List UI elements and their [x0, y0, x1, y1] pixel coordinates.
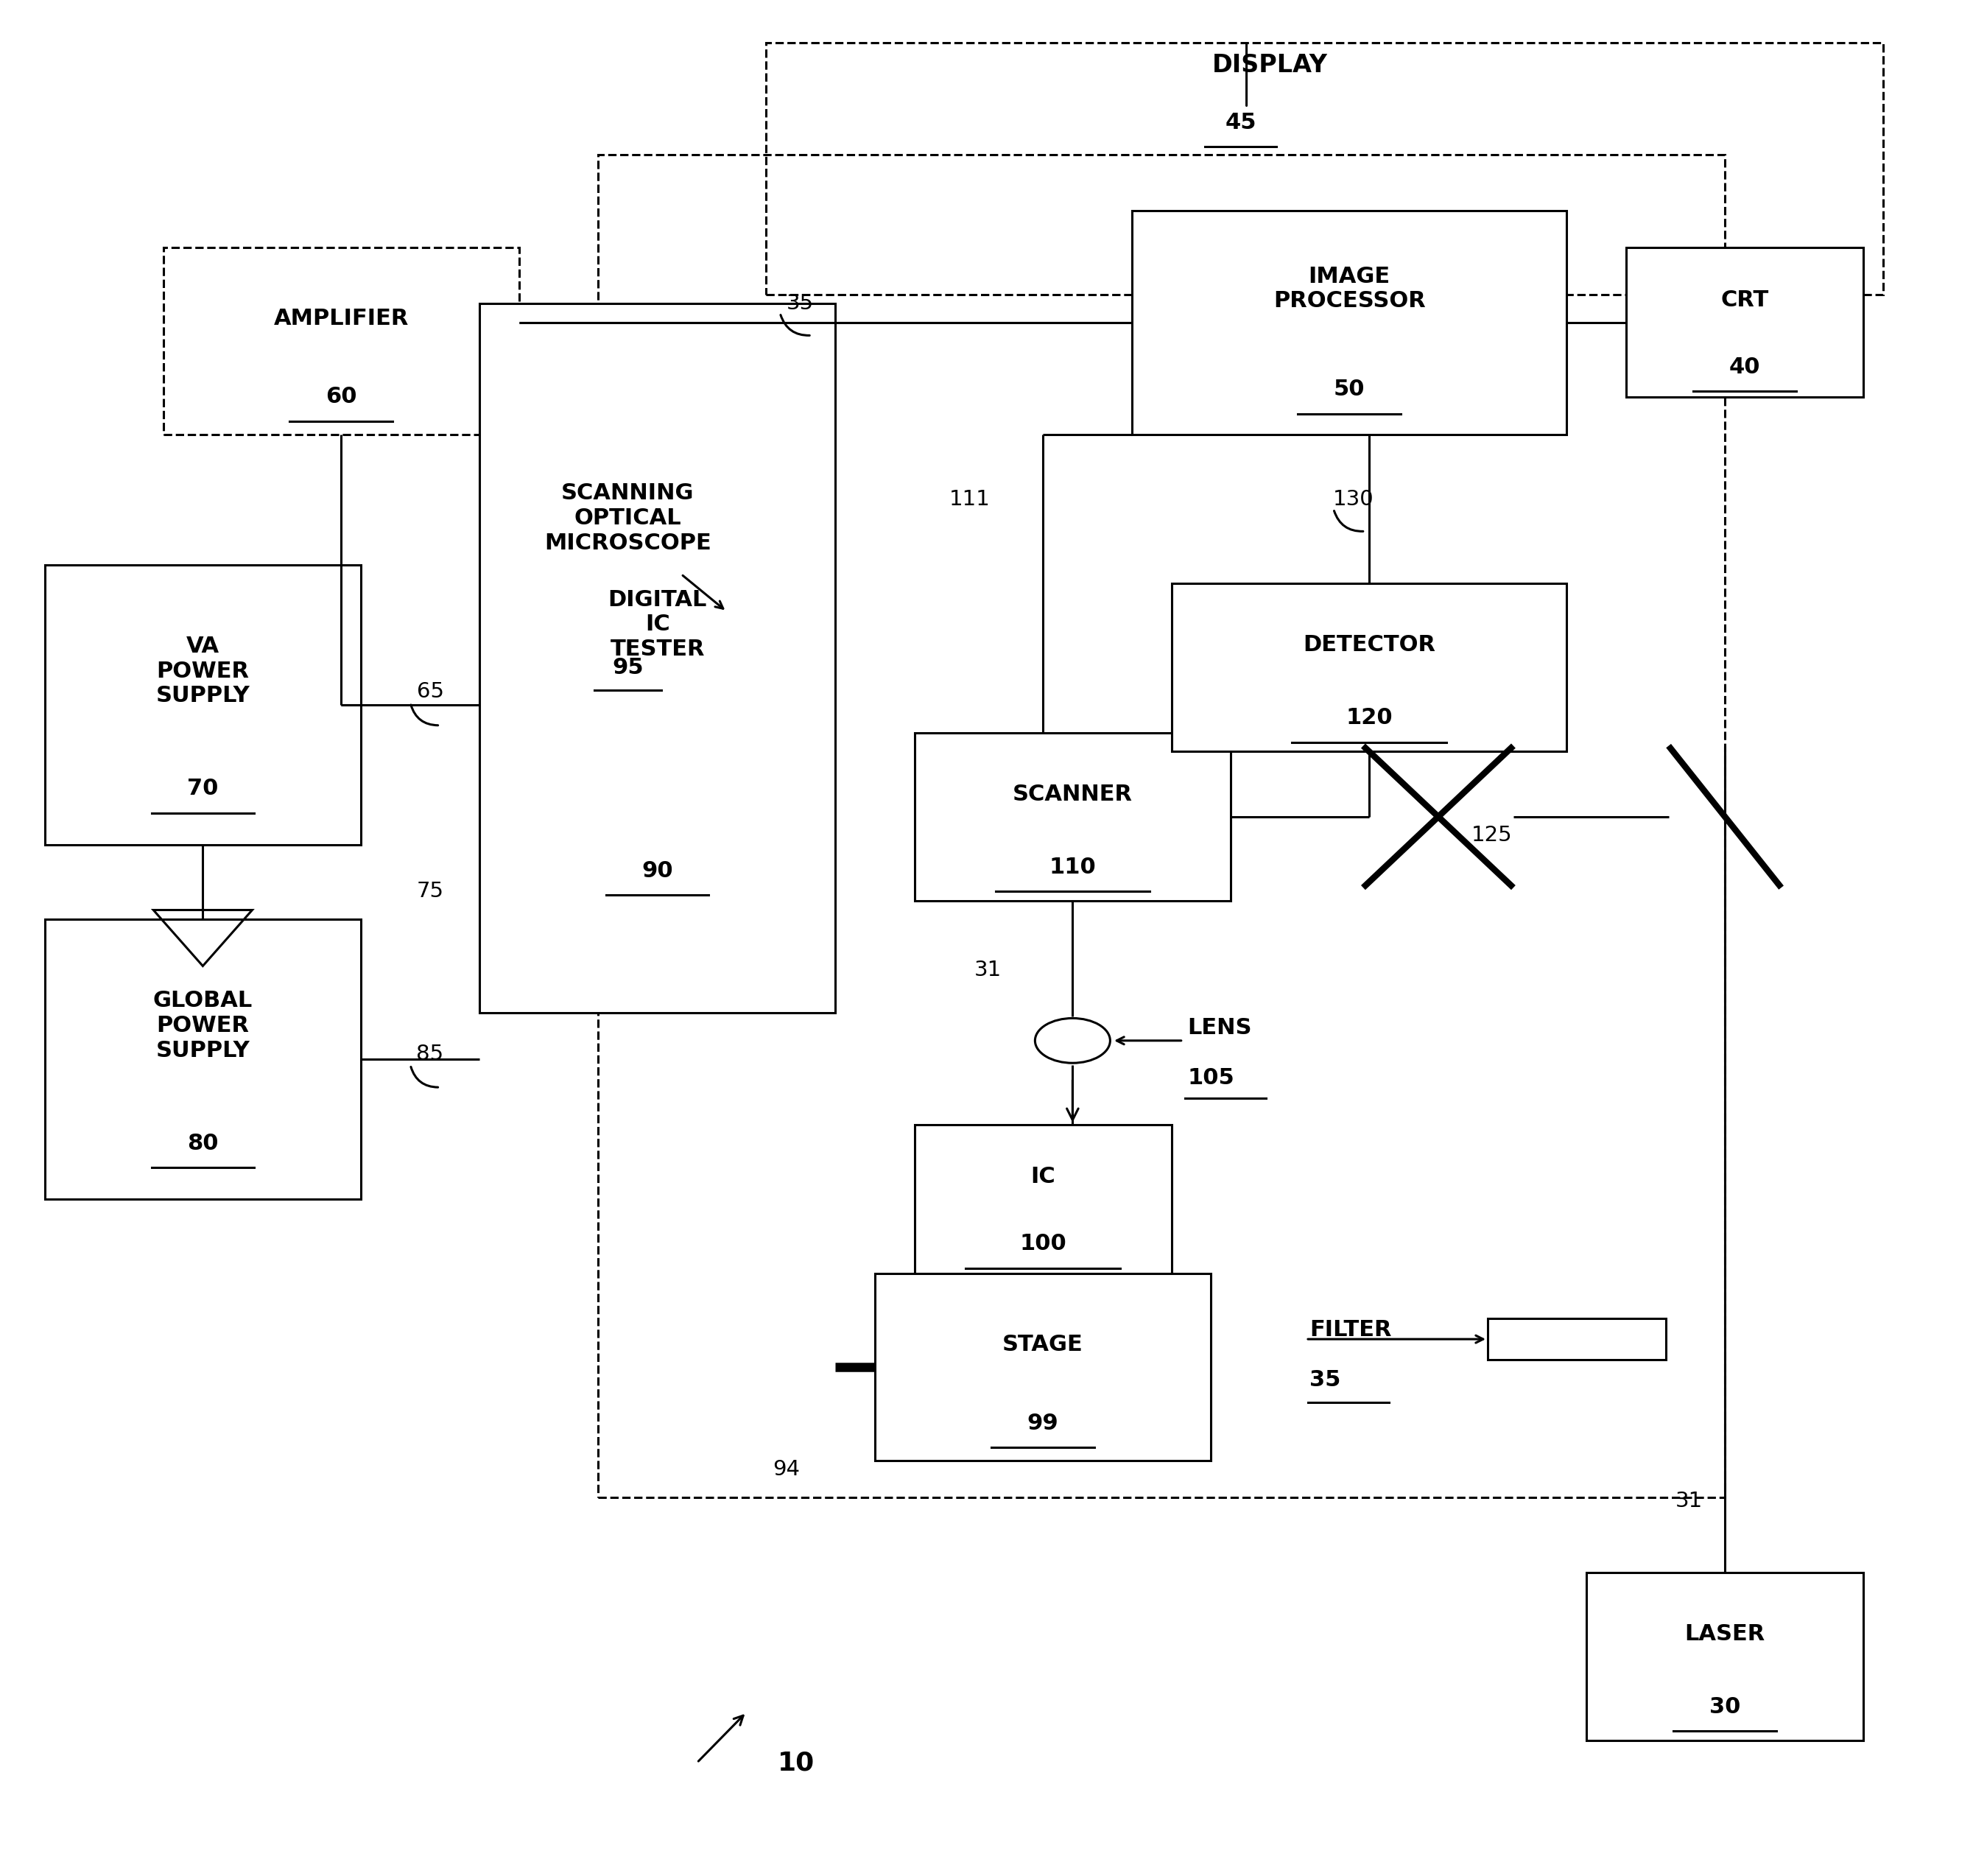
Bar	[767, 43, 1884, 295]
Text: GLOBAL
POWER
SUPPLY: GLOBAL POWER SUPPLY	[153, 991, 252, 1062]
Bar	[163, 248, 519, 433]
Bar	[1133, 210, 1568, 433]
Text: 110: 110	[1049, 857, 1097, 878]
Text: DIGITAL
IC
TESTER: DIGITAL IC TESTER	[608, 589, 707, 660]
Text: 80: 80	[187, 1133, 219, 1154]
Text: 35: 35	[787, 293, 813, 313]
Bar	[479, 304, 835, 1013]
Text: AMPLIFIER: AMPLIFIER	[274, 308, 409, 330]
Text: 111: 111	[950, 490, 990, 510]
Text: 45: 45	[1224, 113, 1256, 133]
Bar	[598, 154, 1725, 1497]
Text: STAGE: STAGE	[1003, 1334, 1083, 1356]
Text: 130: 130	[1333, 490, 1373, 510]
Text: 95: 95	[612, 657, 644, 677]
Text: SCANNER: SCANNER	[1013, 784, 1133, 805]
Bar	[1625, 248, 1864, 398]
Text: IC: IC	[1031, 1167, 1055, 1188]
Text: 85: 85	[417, 1043, 443, 1064]
Text: 90: 90	[642, 861, 674, 882]
Text: 100: 100	[1019, 1233, 1067, 1255]
Bar	[1488, 1319, 1665, 1360]
Text: 99: 99	[1027, 1413, 1059, 1433]
Text: SCANNING
OPTICAL
MICROSCOPE: SCANNING OPTICAL MICROSCOPE	[544, 482, 711, 553]
Text: 125: 125	[1470, 825, 1512, 846]
Text: 50: 50	[1333, 379, 1365, 400]
Text: 120: 120	[1345, 707, 1393, 728]
Bar	[914, 734, 1230, 900]
Text: IMAGE
PROCESSOR: IMAGE PROCESSOR	[1274, 266, 1425, 311]
Text: LASER: LASER	[1685, 1623, 1764, 1645]
Ellipse shape	[1035, 1019, 1111, 1064]
Bar	[44, 919, 362, 1199]
Text: 40: 40	[1729, 356, 1760, 377]
Text: VA
POWER
SUPPLY: VA POWER SUPPLY	[155, 636, 250, 707]
Text: 105: 105	[1186, 1067, 1234, 1088]
Text: FILTER: FILTER	[1309, 1319, 1393, 1341]
Text: 60: 60	[326, 386, 358, 407]
Text: 31: 31	[974, 959, 1001, 979]
Text: 65: 65	[417, 681, 443, 702]
Text: DISPLAY: DISPLAY	[1212, 53, 1327, 77]
Bar	[914, 1124, 1172, 1274]
Bar	[1172, 583, 1568, 752]
Text: 75: 75	[417, 882, 443, 902]
Text: 35: 35	[1309, 1369, 1341, 1390]
Text: 10: 10	[777, 1750, 815, 1775]
Text: LENS: LENS	[1186, 1017, 1252, 1037]
Text: CRT: CRT	[1721, 289, 1768, 311]
Bar	[44, 565, 362, 844]
Text: DETECTOR: DETECTOR	[1303, 634, 1435, 657]
Text: 30: 30	[1709, 1696, 1741, 1717]
Bar	[1586, 1572, 1864, 1741]
Text: 31: 31	[1675, 1491, 1703, 1512]
Text: 94: 94	[773, 1460, 799, 1480]
Text: 70: 70	[187, 779, 219, 799]
Bar	[874, 1274, 1210, 1460]
